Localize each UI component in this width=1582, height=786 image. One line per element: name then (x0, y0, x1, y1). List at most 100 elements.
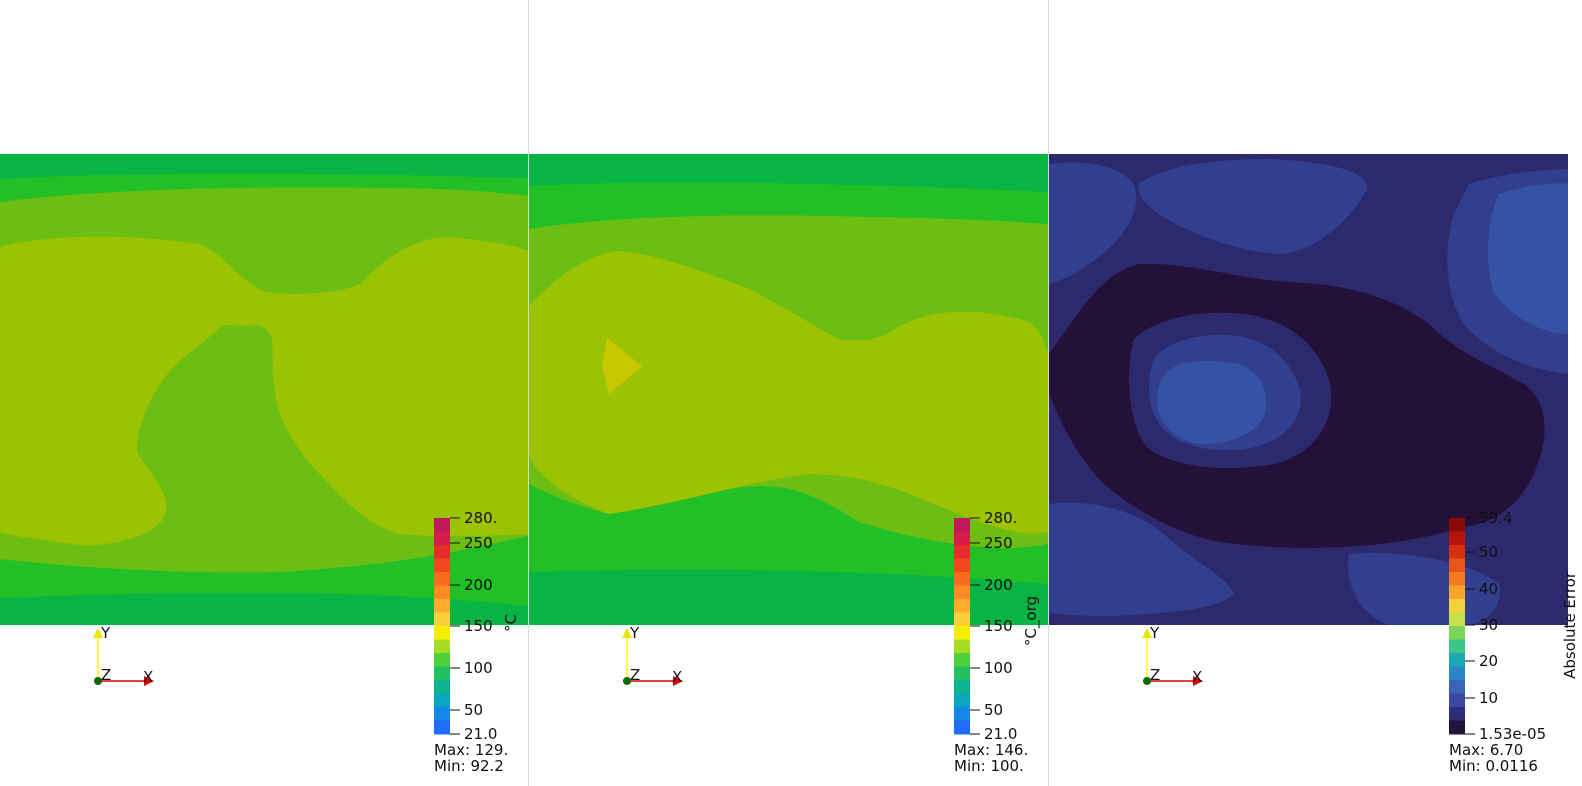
x-axis-arrow-icon (144, 676, 154, 686)
z-axis-label: Z (630, 666, 640, 684)
colorbar-tick-label: 250 (464, 534, 493, 552)
colorbar-tick-label: 50 (1479, 543, 1498, 561)
range-min-text: Min: 92.2 (434, 757, 504, 775)
colorbar-swatch (434, 558, 450, 573)
colorbar-swatch (1449, 545, 1465, 559)
colorbar-swatch (954, 680, 970, 694)
colorbar-swatch (1449, 572, 1465, 586)
absolute-error-contour-field (1049, 154, 1568, 625)
range-min-text: Min: 100. (954, 757, 1024, 775)
range-max-text: Max: 129. (434, 741, 509, 759)
colorbar-tick-label: 200 (464, 576, 493, 594)
colorbar-swatch (954, 666, 970, 681)
range-min-text: Min: 0.0116 (1449, 757, 1538, 775)
colorbar-swatch (434, 531, 450, 546)
colorbar-tick-label: 150 (984, 617, 1013, 635)
colorbar-swatch (954, 720, 970, 735)
colorbar-tick-label: 100 (984, 659, 1013, 677)
colorbar-swatch (434, 572, 450, 586)
viewport-divider[interactable] (528, 0, 529, 786)
colorbar-tick-label: 50 (464, 701, 483, 719)
y-axis-label: Y (629, 624, 640, 642)
absolute-error-colorbar: 59.4 50 40 30 20 10 1.53e-05 Absolute Er… (1449, 509, 1579, 743)
x-axis-label: X (1192, 668, 1202, 686)
colorbar-tick-label: 40 (1479, 580, 1498, 598)
viewport-predicted-temperature[interactable]: Y Z X 280. 250 200 150 100 50 21.0 °C Ma… (0, 0, 528, 786)
colorbar-swatch (1449, 531, 1465, 546)
colorbar-tick-label: 20 (1479, 652, 1498, 670)
temperature-contour-field (0, 154, 528, 625)
colorbar-title: °C_org (1022, 596, 1041, 646)
colorbar-swatch (434, 653, 450, 667)
colorbar-swatch (954, 558, 970, 573)
colorbar-swatch (434, 585, 450, 600)
colorbar-swatch (1449, 653, 1465, 667)
colorbar-swatch (1449, 612, 1465, 627)
colorbar-tick-label: 150 (464, 617, 493, 635)
x-axis-label: X (672, 668, 682, 686)
colorbar-swatch (1449, 693, 1465, 708)
colorbar-swatch (954, 518, 970, 532)
colorbar-swatch (434, 599, 450, 613)
colorbar-title: Absolute Error (1561, 571, 1579, 679)
colorbar-tick-label: 50 (984, 701, 1003, 719)
colorbar-swatch (1449, 558, 1465, 573)
colorbar-swatch (954, 693, 970, 708)
x-axis-label: X (143, 668, 153, 686)
z-axis-label: Z (1150, 666, 1160, 684)
colorbar-swatch (1449, 707, 1465, 721)
temperature-colorbar: 280. 250 200 150 100 50 21.0 °C (434, 509, 520, 743)
x-axis-arrow-icon (673, 676, 683, 686)
colorbar-swatch (1449, 599, 1465, 613)
colorbar-tick-label: 21.0 (464, 725, 497, 743)
viewport-divider[interactable] (1048, 0, 1049, 786)
y-axis-arrow-icon (622, 628, 632, 638)
colorbar-swatch (954, 599, 970, 613)
temperature-org-colorbar: 280. 250 200 150 100 50 21.0 °C_org (954, 509, 1041, 743)
colorbar-swatch (954, 639, 970, 654)
colorbar-swatch (1449, 720, 1465, 735)
colorbar-tick-label: 280. (984, 509, 1017, 527)
range-max-text: Max: 6.70 (1449, 741, 1524, 759)
colorbar-swatch (954, 545, 970, 559)
colorbar-swatch (434, 693, 450, 708)
viewport-original-temperature[interactable]: Y Z X 280. 250 200 150 100 50 21.0 °C_or… (529, 0, 1048, 786)
colorbar-swatch (954, 531, 970, 546)
colorbar-swatch (954, 572, 970, 586)
orientation-axes-triad: Y Z X (1142, 624, 1203, 686)
colorbar-title: °C (502, 614, 520, 632)
z-axis-dot-icon (94, 677, 102, 685)
colorbar-tick-label: 30 (1479, 616, 1498, 634)
colorbar-swatch (954, 626, 970, 640)
colorbar-swatch (434, 639, 450, 654)
colorbar-tick-label: 200 (984, 576, 1013, 594)
colorbar-swatch (1449, 666, 1465, 681)
z-axis-label: Z (101, 666, 111, 684)
y-axis-label: Y (1149, 624, 1160, 642)
colorbar-tick-label: 100 (464, 659, 493, 677)
colorbar-swatch (434, 720, 450, 735)
colorbar-tick-label: 10 (1479, 689, 1498, 707)
orientation-axes-triad: Y Z X (622, 624, 683, 686)
z-axis-dot-icon (623, 677, 631, 685)
colorbar-swatch (1449, 518, 1465, 532)
colorbar-swatch (1449, 585, 1465, 600)
colorbar-swatch (1449, 680, 1465, 694)
colorbar-swatch (1449, 639, 1465, 654)
colorbar-swatch (434, 680, 450, 694)
y-axis-label: Y (100, 624, 111, 642)
viewport-absolute-error[interactable]: Y Z X 59.4 50 40 30 20 10 1.53e-05 Absol… (1049, 0, 1582, 786)
colorbar-swatch (1449, 626, 1465, 640)
colorbar-swatch (954, 653, 970, 667)
temperature-org-contour-field (529, 154, 1048, 625)
colorbar-swatch (434, 707, 450, 721)
colorbar-tick-label: 21.0 (984, 725, 1017, 743)
colorbar-swatch (434, 626, 450, 640)
colorbar-swatch (434, 545, 450, 559)
colorbar-tick-label: 1.53e-05 (1479, 725, 1546, 743)
y-axis-arrow-icon (93, 628, 103, 638)
x-axis-arrow-icon (1193, 676, 1203, 686)
colorbar-tick-label: 250 (984, 534, 1013, 552)
colorbar-tick-label: 280. (464, 509, 497, 527)
orientation-axes-triad: Y Z X (93, 624, 154, 686)
